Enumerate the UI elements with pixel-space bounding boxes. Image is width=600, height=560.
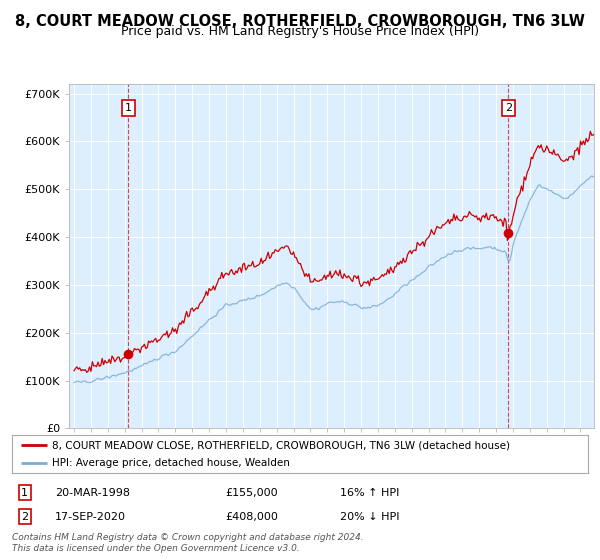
Text: 17-SEP-2020: 17-SEP-2020: [55, 512, 126, 521]
Text: 16% ↑ HPI: 16% ↑ HPI: [340, 488, 400, 498]
Text: 1: 1: [21, 488, 28, 498]
Text: 1: 1: [125, 103, 132, 113]
Text: Price paid vs. HM Land Registry's House Price Index (HPI): Price paid vs. HM Land Registry's House …: [121, 25, 479, 38]
Text: £408,000: £408,000: [225, 512, 278, 521]
Text: 20% ↓ HPI: 20% ↓ HPI: [340, 512, 400, 521]
Text: 2: 2: [21, 512, 28, 521]
Text: 8, COURT MEADOW CLOSE, ROTHERFIELD, CROWBOROUGH, TN6 3LW (detached house): 8, COURT MEADOW CLOSE, ROTHERFIELD, CROW…: [52, 440, 511, 450]
Text: Contains HM Land Registry data © Crown copyright and database right 2024.
This d: Contains HM Land Registry data © Crown c…: [12, 533, 364, 553]
Text: 20-MAR-1998: 20-MAR-1998: [55, 488, 130, 498]
Text: £155,000: £155,000: [225, 488, 278, 498]
Text: 8, COURT MEADOW CLOSE, ROTHERFIELD, CROWBOROUGH, TN6 3LW: 8, COURT MEADOW CLOSE, ROTHERFIELD, CROW…: [15, 14, 585, 29]
Text: HPI: Average price, detached house, Wealden: HPI: Average price, detached house, Weal…: [52, 458, 290, 468]
Text: 2: 2: [505, 103, 512, 113]
